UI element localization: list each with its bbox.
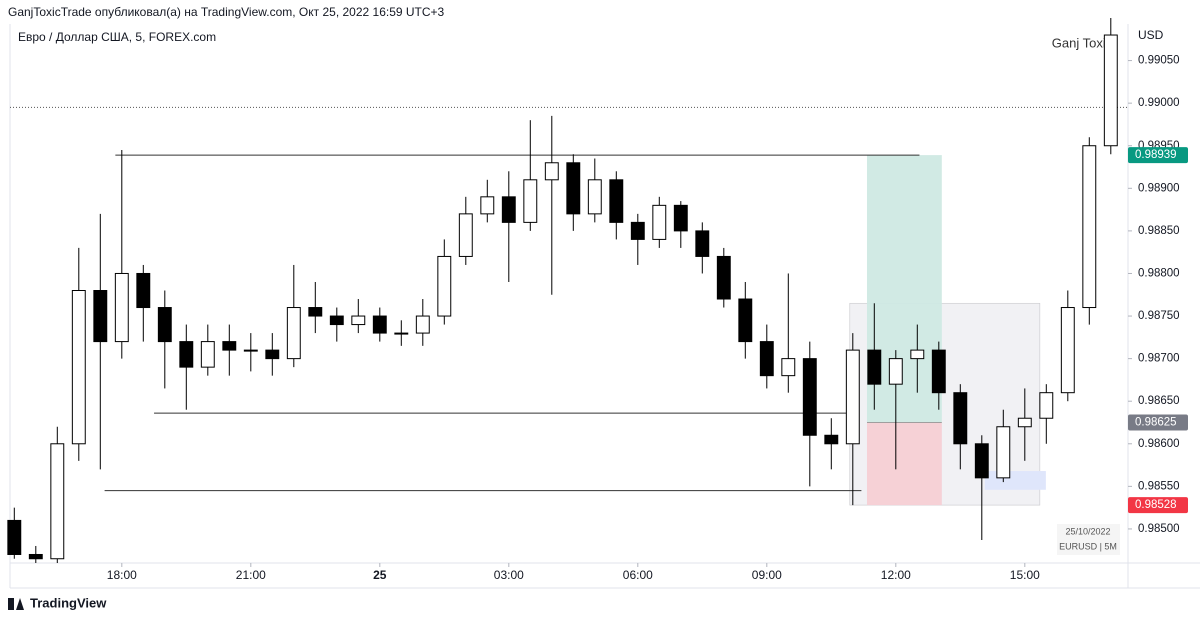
candle-body (910, 349, 925, 360)
y-tick-label: 0.98650 (1138, 395, 1180, 407)
candle-body (28, 553, 43, 560)
candle-body (996, 426, 1011, 479)
x-tick-label: 09:00 (752, 568, 782, 582)
y-tick-label: 0.98850 (1138, 225, 1180, 237)
y-tick-label: 0.98700 (1138, 353, 1180, 365)
candle-body (716, 255, 731, 300)
candle-body (759, 341, 774, 377)
candle-body (351, 315, 366, 326)
candle-body (308, 307, 323, 317)
x-tick-label: 15:00 (1010, 568, 1040, 582)
candle-body (415, 315, 430, 334)
candle-body (1103, 34, 1118, 147)
x-tick-label: 03:00 (494, 568, 524, 582)
symbol-title: Евро / Доллар США, 5, FOREX.com (18, 30, 216, 44)
price-label: 0.98939 (1135, 149, 1177, 161)
y-tick-label: 0.98550 (1138, 480, 1180, 492)
y-tick-label: 0.98600 (1138, 438, 1180, 450)
footer-brand: TradingView (30, 595, 107, 610)
watermark-box (1045, 33, 1120, 55)
stop-zone (866, 422, 942, 506)
candle-body (1017, 417, 1032, 428)
y-tick-label: 0.98500 (1138, 523, 1180, 535)
candle-body (329, 315, 344, 326)
candle-body (136, 272, 151, 309)
candle-body (286, 307, 301, 360)
candle-body (630, 221, 645, 240)
info-symbol: EURUSD | 5M (1059, 541, 1117, 551)
x-tick-label: 18:00 (107, 568, 137, 582)
candle-body (802, 358, 817, 436)
price-label-box (1128, 147, 1188, 164)
y-tick-label: 0.98900 (1138, 182, 1180, 194)
candle-body (157, 307, 172, 343)
candle-body (1082, 145, 1097, 309)
candle-body (1060, 307, 1075, 394)
candle-body (243, 349, 258, 352)
watermark: Ganj Toxic (1052, 35, 1113, 50)
candle-body (695, 230, 710, 257)
candle-body (824, 434, 839, 445)
price-label-box (1128, 414, 1188, 431)
candle-body (480, 196, 495, 215)
tv-logo (8, 598, 24, 610)
x-tick-label: 21:00 (236, 568, 266, 582)
info-date: 25/10/2022 (1065, 526, 1110, 536)
candle-body (587, 179, 602, 215)
candle-body (544, 162, 559, 181)
candle-body (845, 349, 860, 445)
y-tick-label: 0.99050 (1138, 55, 1180, 67)
candle-body (394, 332, 409, 335)
currency: USD (1138, 28, 1164, 42)
candle-body (50, 443, 65, 560)
price-label-box (1128, 497, 1188, 514)
candle-body (738, 298, 753, 343)
candle-body (114, 272, 129, 343)
candle-body (71, 290, 86, 445)
candle-body (7, 519, 22, 555)
candle-body (200, 341, 215, 368)
candle-body (1039, 392, 1054, 419)
y-tick-label: 0.99000 (1138, 97, 1180, 109)
candle-body (458, 213, 473, 257)
x-tick-label: 12:00 (881, 568, 911, 582)
candle-body (222, 341, 237, 351)
x-tick-label: 06:00 (623, 568, 653, 582)
info-box (1057, 524, 1120, 555)
candle-body (265, 349, 280, 360)
candle-body (179, 341, 194, 368)
candle-body (953, 392, 968, 445)
price-label: 0.98528 (1135, 499, 1177, 511)
range-box (984, 471, 1046, 490)
candle-body (673, 204, 688, 232)
candle-body (867, 349, 882, 385)
candle-body (523, 179, 538, 223)
candle-body (93, 290, 108, 343)
candle-body (931, 349, 946, 394)
x-tick-label: 25 (373, 568, 387, 582)
candle-body (372, 315, 387, 334)
candle-body (652, 204, 667, 240)
y-tick-label: 0.98800 (1138, 268, 1180, 280)
candle-body (888, 358, 903, 385)
candle-body (501, 196, 516, 223)
y-tick-label: 0.98750 (1138, 310, 1180, 322)
candle-body (566, 162, 581, 215)
candle-body (437, 255, 452, 317)
price-label: 0.98625 (1135, 417, 1177, 429)
candle-body (609, 179, 624, 223)
candle-body (974, 443, 989, 479)
candle-body (781, 358, 796, 377)
publisher-line: GanjToxicTrade опубликовал(а) на Trading… (8, 5, 445, 19)
